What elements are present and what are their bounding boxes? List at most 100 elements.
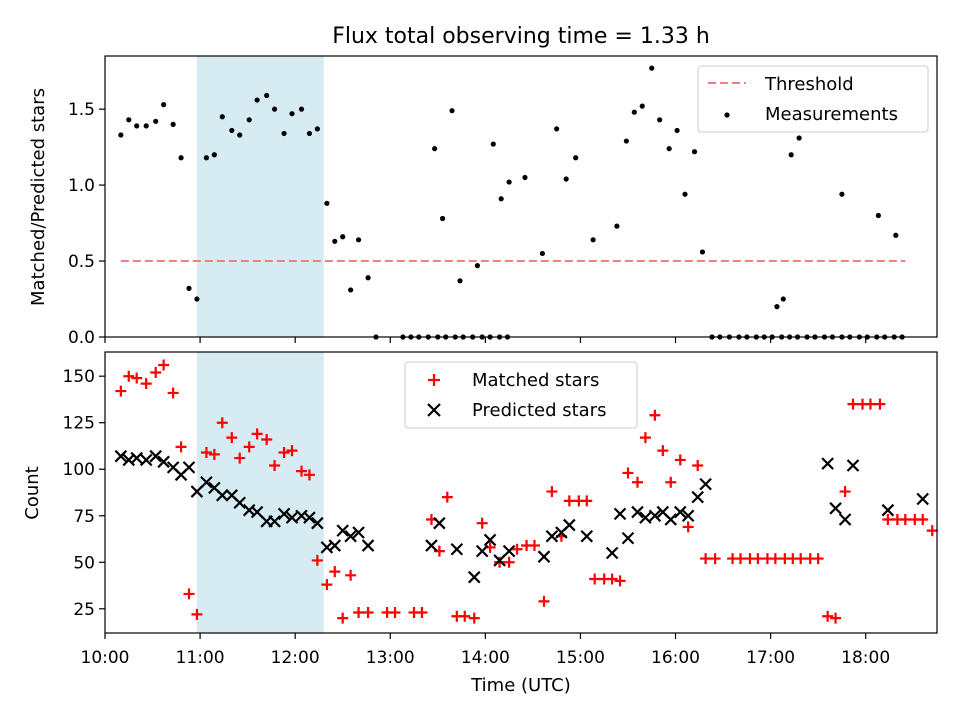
predicted-star-point [605, 546, 619, 560]
predicted-star-point [190, 485, 204, 498]
matched-star-point [563, 495, 575, 507]
measurement-point [332, 238, 338, 244]
measurement-point [839, 191, 845, 197]
measurement-point [281, 130, 287, 137]
predicted-star-point [344, 529, 357, 543]
measurement-point [506, 179, 512, 185]
measurement-point [554, 126, 560, 132]
x-tick-label: 16:00 [651, 648, 700, 668]
matched-star-point [538, 595, 550, 607]
predicted-star-point [433, 516, 446, 530]
measurement-point [126, 117, 132, 123]
legend-matched-label: Matched stars [472, 370, 599, 391]
matched-star-point [752, 553, 764, 565]
measurement-point [657, 117, 663, 123]
measurement-point [682, 191, 688, 197]
measurement-point [780, 296, 786, 302]
y-tick-label: 125 [63, 414, 95, 434]
chart-title: Flux total observing time = 1.33 h [332, 24, 710, 49]
matched-star-point [874, 398, 886, 410]
matched-star-point [494, 556, 506, 568]
measurement-point [348, 287, 354, 293]
top-y-ticks: 0.0 0.5 1.0 1.5 [68, 100, 105, 348]
matched-star-point [175, 441, 187, 453]
predicted-stars-points [114, 449, 930, 584]
y-tick-label: 1.0 [68, 176, 95, 196]
matched-star-point [692, 460, 704, 472]
predicted-star-point [285, 511, 299, 524]
predicted-star-point [846, 459, 860, 472]
measurement-point [271, 106, 278, 112]
measurement-point [788, 152, 794, 158]
measurement-point [229, 127, 235, 134]
matched-star-point [345, 569, 357, 581]
predicted-star-point [114, 449, 128, 463]
matched-star-point [674, 454, 686, 466]
legend-measurement-label: Measurements [765, 104, 898, 125]
predicted-star-point [328, 539, 342, 552]
measurement-point [796, 135, 802, 141]
matched-star-point [303, 469, 315, 481]
predicted-star-point [352, 526, 365, 539]
predicted-star-point [493, 554, 506, 567]
measurement-point [639, 103, 645, 109]
legend-predicted-swatch [427, 403, 441, 417]
top-legend: Threshold Measurements [697, 65, 929, 133]
top-x-ticks [104, 337, 867, 343]
measurement-point [522, 174, 528, 181]
matched-star-point [140, 378, 152, 390]
bottom-x-ticks: 10:00 11:00 12:00 13:00 14:00 15:00 16:00 17:00… [81, 633, 890, 668]
matched-star-point [649, 409, 661, 421]
predicted-star-point [829, 502, 842, 515]
matched-star-point [131, 372, 143, 384]
x-tick-label: 11:00 [176, 648, 225, 668]
measurement-point [439, 215, 446, 222]
measurement-point [355, 237, 362, 243]
matched-star-point [329, 566, 341, 578]
matched-star-point [389, 607, 401, 619]
measurement-point [875, 212, 881, 219]
measurement-point [498, 196, 504, 202]
top-y-axis-label: Matched/Predicted stars [28, 88, 49, 306]
measurement-point [178, 155, 184, 161]
measurement-point [539, 250, 545, 257]
measurement-point [289, 111, 295, 117]
predicted-star-point [139, 453, 153, 467]
measurement-point [203, 155, 210, 161]
predicted-star-point [613, 507, 627, 521]
predicted-star-point [699, 477, 712, 491]
matched-star-point [167, 387, 179, 399]
matched-star-point [839, 486, 851, 498]
bottom-panel: 25 50 75 100 125 150 10:00 11:00 12:00 13:00 14:0… [22, 351, 938, 696]
predicted-star-point [311, 516, 324, 530]
predicted-star-point [821, 457, 834, 470]
measurement-point [194, 296, 200, 302]
matched-star-point [665, 476, 677, 488]
y-tick-label: 0.0 [68, 328, 95, 348]
measurement-point [590, 237, 596, 243]
x-tick-label: 15:00 [556, 648, 605, 668]
matched-star-point [622, 467, 634, 479]
predicted-star-point [149, 449, 162, 463]
measurement-point [134, 123, 140, 129]
predicted-star-point [483, 533, 497, 547]
matched-star-point [528, 540, 540, 552]
predicted-star-point [691, 490, 704, 504]
matched-star-point [416, 607, 428, 619]
matched-star-point [261, 433, 273, 445]
measurement-point [449, 108, 455, 114]
matched-star-point [269, 460, 281, 472]
measurement-point [432, 146, 438, 152]
predicted-star-point [425, 539, 438, 552]
matched-star-point [115, 385, 127, 397]
predicted-star-point [639, 511, 652, 524]
measurement-point [143, 123, 149, 129]
predicted-star-point [200, 475, 213, 489]
x-tick-label: 14:00 [461, 648, 510, 668]
matched-star-point [639, 432, 651, 444]
bottom-legend-box [404, 361, 638, 429]
matched-star-point [926, 525, 938, 537]
predicted-star-point [450, 542, 464, 556]
matched-star-point [511, 543, 523, 555]
